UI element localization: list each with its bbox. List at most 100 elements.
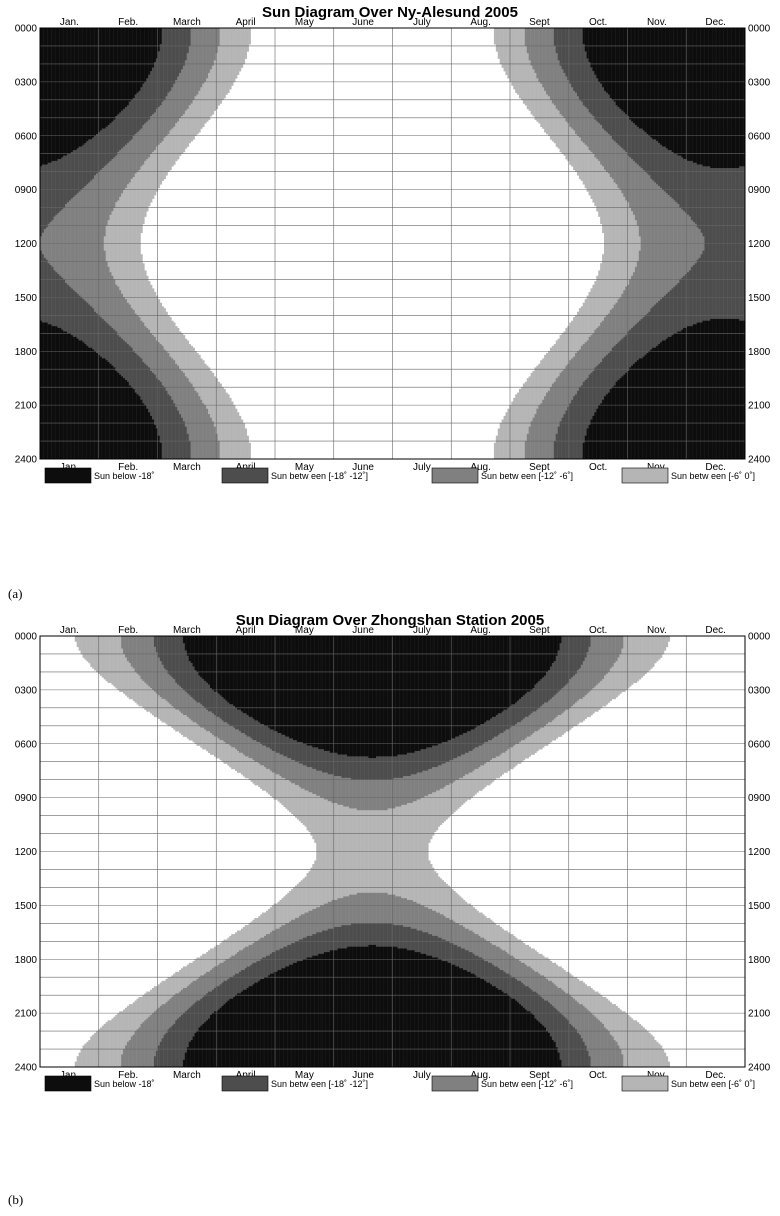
band-cell	[559, 114, 562, 153]
band-cell	[383, 946, 387, 1068]
band-cell	[422, 636, 425, 750]
band-cell	[488, 636, 491, 721]
x-tick-label-top: Jan.	[60, 625, 79, 636]
band-cell	[578, 349, 582, 388]
band-cell	[142, 28, 145, 84]
band-cell	[310, 792, 313, 836]
band-cell	[520, 1005, 524, 1068]
band-cell	[302, 878, 305, 915]
band-cell	[40, 320, 43, 460]
band-cell	[182, 689, 186, 716]
band-cell	[153, 374, 157, 426]
band-cell	[528, 376, 531, 427]
band-cell	[515, 636, 518, 703]
band-cell	[202, 360, 205, 404]
band-cell	[215, 636, 219, 692]
band-cell	[638, 358, 642, 460]
band-cell	[260, 979, 263, 1068]
band-cell	[370, 636, 373, 759]
band-cell	[45, 28, 49, 165]
band-cell	[453, 738, 456, 759]
band-cell	[279, 970, 282, 1068]
band-cell	[667, 1061, 671, 1068]
band-cell	[335, 636, 338, 754]
band-cell	[179, 1016, 182, 1068]
band-cell	[418, 772, 421, 800]
band-cell	[152, 288, 155, 336]
band-cell	[656, 345, 659, 460]
band-cell	[134, 671, 137, 703]
band-cell	[123, 1009, 126, 1050]
band-cell	[206, 709, 209, 732]
band-cell	[584, 342, 587, 381]
band-cell	[124, 657, 128, 696]
band-cell	[221, 720, 224, 741]
band-cell	[76, 636, 79, 648]
band-cell	[379, 756, 383, 780]
band-cell	[88, 636, 91, 664]
band-cell	[233, 996, 236, 1068]
band-cell	[563, 72, 566, 119]
band-cell	[61, 28, 64, 158]
band-cell	[687, 272, 690, 327]
band-cell	[669, 28, 672, 151]
band-cell	[225, 959, 228, 982]
band-cell	[316, 932, 319, 956]
band-cell	[177, 684, 180, 710]
band-cell	[298, 741, 302, 764]
band-cell	[532, 688, 535, 712]
band-cell	[113, 119, 116, 158]
grid	[40, 28, 745, 459]
band-cell	[277, 928, 280, 951]
band-cell	[636, 636, 640, 682]
band-cell	[150, 71, 153, 117]
band-cell	[227, 28, 230, 93]
band-cell	[584, 107, 587, 146]
band-cell	[322, 636, 325, 750]
band-cell	[604, 317, 607, 357]
band-cell	[576, 670, 580, 701]
band-cell	[200, 87, 203, 129]
band-cell	[437, 743, 441, 766]
band-cell	[165, 1032, 168, 1068]
band-cell	[140, 87, 143, 129]
band-cell	[192, 722, 195, 743]
band-cell	[594, 28, 597, 75]
band-cell	[200, 636, 203, 678]
band-cell	[399, 777, 402, 807]
band-cell	[613, 636, 616, 664]
band-cell	[503, 752, 506, 773]
band-cell	[505, 412, 508, 460]
band-cell	[215, 1011, 219, 1068]
band-cell	[609, 388, 613, 460]
band-cell	[103, 250, 107, 322]
band-cell	[345, 948, 348, 1068]
band-cell	[254, 761, 257, 786]
band-cell	[634, 636, 638, 683]
band-cell	[501, 732, 504, 754]
band-cell	[617, 107, 620, 146]
band-cell	[223, 980, 226, 1005]
band-cell	[553, 962, 557, 985]
band-cell	[656, 302, 659, 347]
band-cell	[466, 903, 470, 930]
band-cell	[474, 768, 477, 795]
band-cell	[687, 326, 690, 460]
band-cell	[592, 333, 595, 372]
band-cell	[652, 636, 655, 667]
band-cell	[513, 745, 516, 768]
band-cell	[602, 28, 605, 88]
band-cell	[459, 896, 462, 926]
band-cell	[374, 636, 377, 759]
band-cell	[420, 930, 423, 955]
band-cell	[611, 347, 615, 388]
band-cell	[503, 415, 506, 460]
band-cell	[140, 320, 143, 359]
band-cell	[61, 329, 64, 460]
band-cell	[455, 966, 458, 1068]
band-cell	[148, 329, 151, 368]
band-cell	[598, 993, 601, 1021]
band-cell	[300, 636, 304, 743]
band-cell	[267, 975, 271, 1068]
band-cell	[381, 892, 385, 924]
